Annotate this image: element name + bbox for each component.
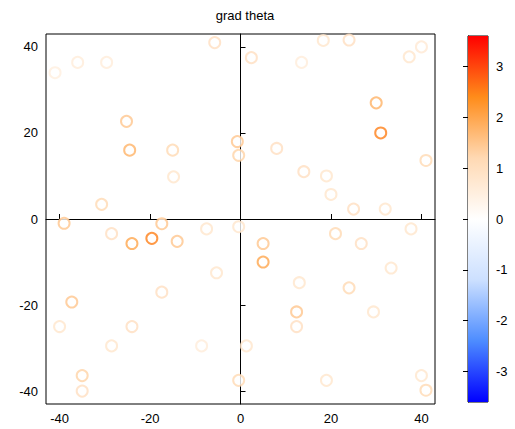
svg-text:-40: -40 bbox=[19, 384, 38, 399]
svg-text:-40: -40 bbox=[50, 411, 69, 426]
svg-text:3: 3 bbox=[496, 59, 503, 74]
svg-text:40: 40 bbox=[24, 39, 38, 54]
svg-text:0: 0 bbox=[496, 212, 503, 227]
svg-text:0: 0 bbox=[237, 411, 244, 426]
svg-text:20: 20 bbox=[324, 411, 338, 426]
svg-text:grad theta: grad theta bbox=[216, 8, 275, 23]
svg-text:40: 40 bbox=[414, 411, 428, 426]
svg-text:0: 0 bbox=[31, 212, 38, 227]
svg-text:-20: -20 bbox=[19, 298, 38, 313]
svg-text:-3: -3 bbox=[496, 364, 508, 379]
svg-text:-20: -20 bbox=[141, 411, 160, 426]
svg-text:-2: -2 bbox=[496, 313, 508, 328]
svg-text:20: 20 bbox=[24, 125, 38, 140]
svg-text:-1: -1 bbox=[496, 262, 508, 277]
svg-text:1: 1 bbox=[496, 161, 503, 176]
svg-text:2: 2 bbox=[496, 110, 503, 125]
